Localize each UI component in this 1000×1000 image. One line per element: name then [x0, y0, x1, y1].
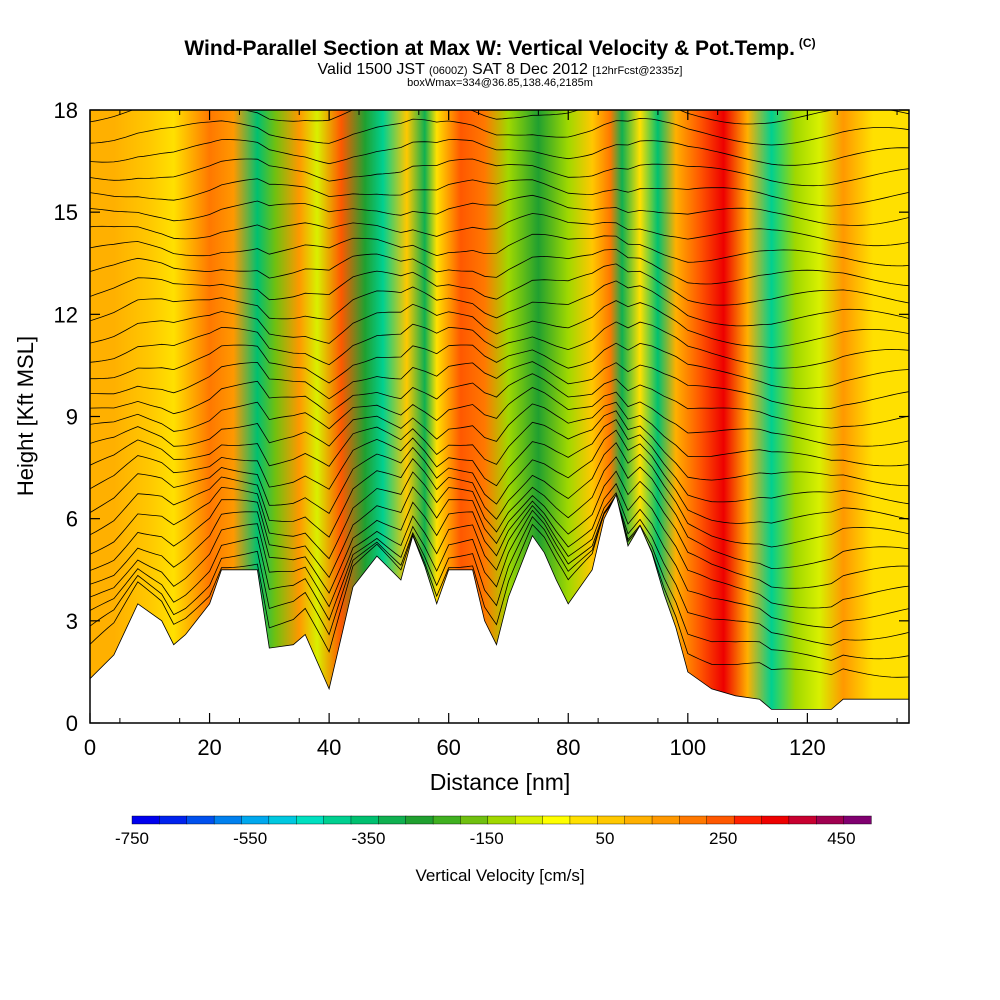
colorbar-swatch	[514, 815, 544, 825]
colorbar-swatch	[679, 815, 708, 825]
x-tick-label: 20	[197, 735, 221, 760]
colorbar-swatch	[569, 815, 598, 825]
theta-contour	[90, 110, 909, 125]
axes: 0 20 40 60 80 100 120 0 3 6 9 12 15 18	[54, 98, 909, 760]
colorbar-swatch	[213, 815, 243, 825]
colorbar-swatch	[542, 815, 571, 825]
chart-title-text: Wind-Parallel Section at Max W: Vertical…	[184, 37, 795, 60]
colorbar-swatch	[460, 815, 489, 825]
y-tick-label: 9	[66, 405, 78, 430]
colorbar-swatch	[432, 815, 462, 825]
colorbar-swatch	[131, 815, 160, 825]
theta-contour	[90, 213, 909, 247]
colorbar-swatch	[733, 815, 763, 825]
theta-contour	[90, 494, 909, 678]
x-tick-label: 40	[317, 735, 341, 760]
theta-contour	[90, 442, 909, 548]
colorbar-swatch	[816, 815, 845, 825]
colorbar-swatch	[186, 815, 215, 825]
x-tick-label: 0	[84, 735, 96, 760]
theta-contour	[90, 419, 909, 505]
theta-contour	[90, 401, 909, 467]
theta-contour	[90, 361, 909, 409]
y-tick-label: 18	[54, 98, 78, 123]
theta-contour	[90, 342, 909, 389]
x-tick-label: 80	[556, 735, 580, 760]
theta-contour	[90, 280, 909, 327]
x-tick-label: 100	[669, 735, 706, 760]
theta-contour	[90, 321, 909, 369]
colorbar-tick-label: -750	[115, 829, 149, 848]
y-tick-label: 12	[54, 302, 78, 327]
y-tick-label: 3	[66, 609, 78, 634]
colorbar-swatch	[159, 815, 188, 825]
chart-subtitle: Valid 1500 JST (0600Z) SAT 8 Dec 2012 [1…	[0, 61, 1000, 79]
colorbar-swatch	[378, 815, 407, 825]
forecast-info: [12hrFcst@2335z]	[592, 65, 683, 77]
y-tick-label: 6	[66, 507, 78, 532]
colorbar-tick-label: -150	[470, 829, 504, 848]
colorbar-tick-label: 250	[709, 829, 737, 848]
colorbar-swatch	[241, 815, 270, 825]
colorbar-tick-label: 450	[827, 829, 855, 848]
theta-contour	[90, 139, 909, 166]
valid-date: SAT 8 Dec 2012	[472, 61, 588, 78]
valid-time: Valid 1500 JST	[317, 61, 425, 78]
theta-contour	[90, 492, 909, 629]
x-axis-label: Distance [nm]	[430, 769, 571, 795]
colorbar-tick-label: 50	[596, 829, 615, 848]
chart-title: Wind-Parallel Section at Max W: Vertical…	[0, 36, 1000, 61]
y-axis-label: Height [Kft MSL]	[13, 336, 38, 496]
theta-contour	[90, 410, 909, 487]
colorbar-swatch	[296, 815, 325, 825]
theta-contour	[90, 300, 909, 348]
valid-utc: (0600Z)	[429, 65, 468, 77]
colorbar-swatch	[597, 815, 626, 825]
theta-contour	[90, 482, 909, 609]
potential-temperature-contours	[90, 110, 909, 678]
colorbar-swatch	[350, 815, 379, 825]
colorbar-swatch	[624, 815, 653, 825]
y-tick-label: 15	[54, 200, 78, 225]
colorbar-swatch	[487, 815, 516, 825]
colorbar-tick-label: -550	[233, 829, 267, 848]
theta-contour	[90, 456, 909, 569]
terrain-mask	[89, 493, 910, 724]
theta-contour	[90, 496, 909, 646]
colorbar-swatch	[761, 815, 790, 825]
colorbar-tick-label: -350	[351, 829, 385, 848]
colorbar-swatch	[268, 815, 297, 825]
theta-contour	[90, 178, 909, 207]
theta-contour	[90, 497, 909, 661]
colorbar-swatch	[323, 815, 352, 825]
theta-contour	[90, 233, 909, 267]
theta-contour	[90, 194, 909, 226]
box-info: boxWmax=334@36.85,138.46,2185m	[407, 77, 593, 89]
colorbar-swatch	[843, 815, 872, 825]
theta-contour	[90, 387, 909, 447]
colorbar-swatch	[788, 815, 817, 825]
colorbar-swatch	[706, 815, 735, 825]
x-tick-label: 120	[789, 735, 826, 760]
theta-contour	[90, 117, 909, 146]
y-tick-label: 0	[66, 711, 78, 736]
colorbar-swatch	[651, 815, 681, 825]
theta-contour	[90, 429, 909, 524]
x-tick-label: 60	[436, 735, 460, 760]
colorbar-swatch	[405, 815, 434, 825]
theta-contour	[90, 470, 909, 589]
theta-contour	[90, 248, 909, 287]
theta-contour	[90, 263, 909, 306]
colorbar-label: Vertical Velocity [cm/s]	[415, 866, 584, 885]
colorbar: -750 -550 -350 -150 50 250 450	[115, 815, 872, 848]
copyright-mark: (C)	[798, 36, 816, 50]
theta-contour	[90, 373, 909, 429]
theta-contour	[90, 158, 909, 187]
